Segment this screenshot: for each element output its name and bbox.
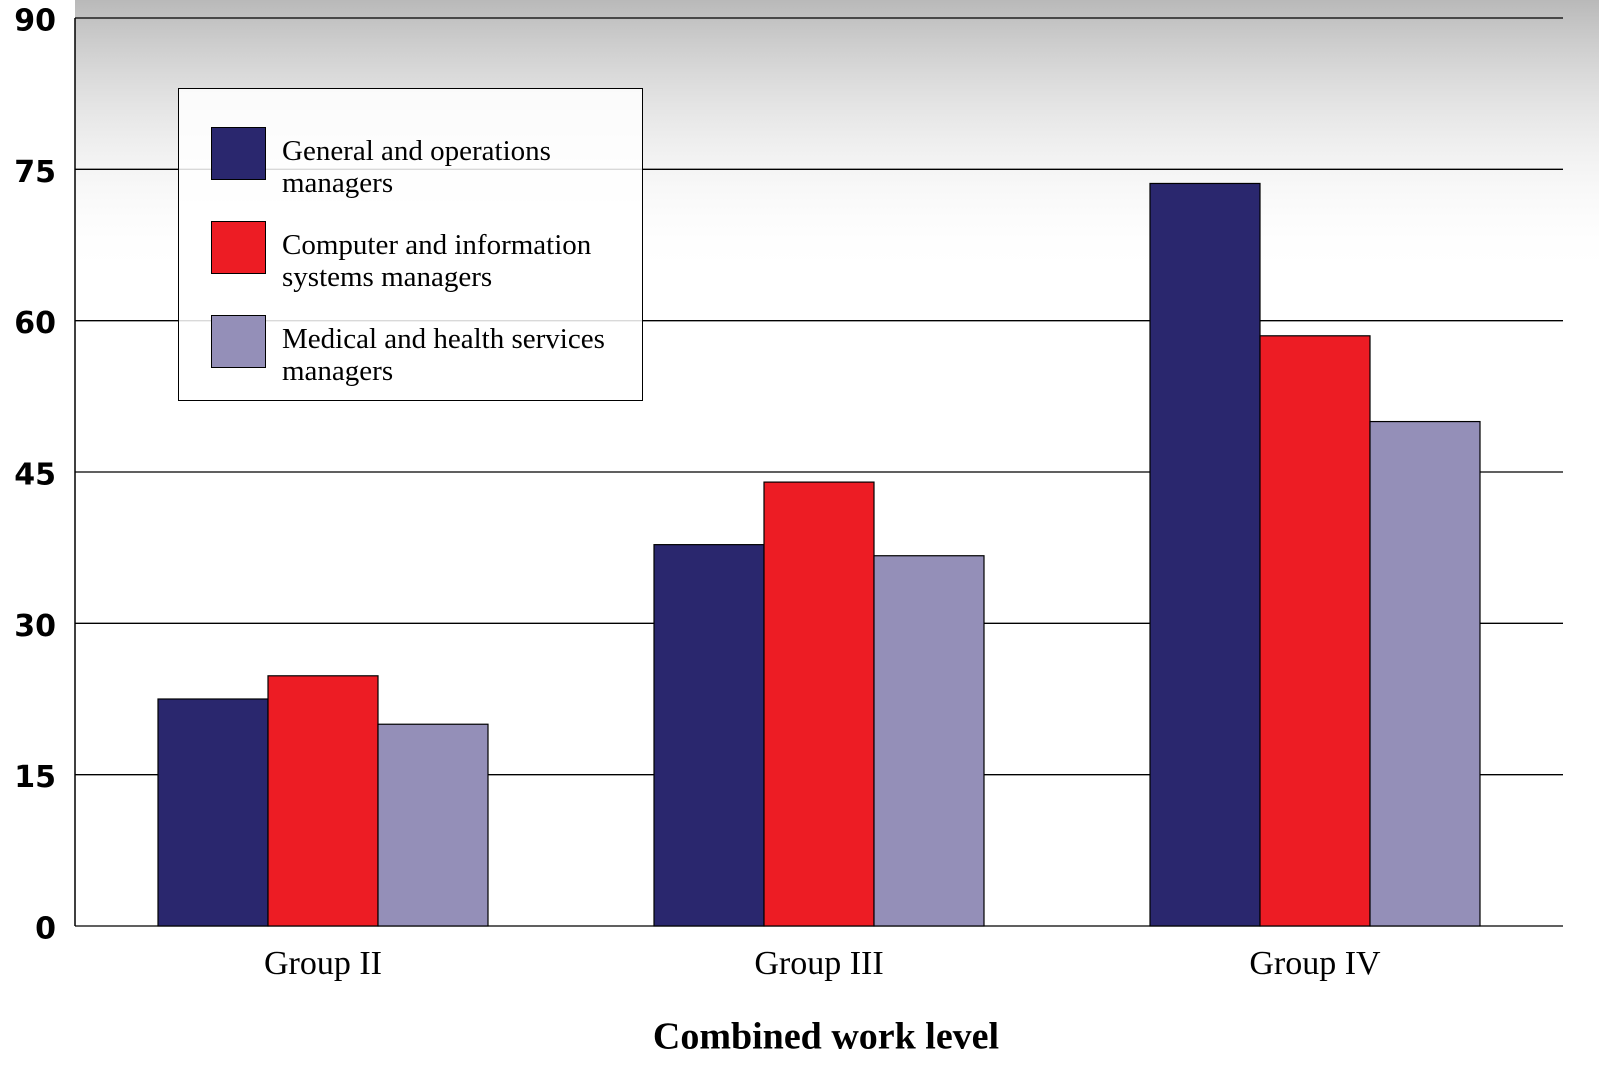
x-axis-title: Combined work level [653,1016,999,1058]
bar [157,698,269,927]
bar [763,481,875,927]
x-tick-label: Group III [754,945,883,982]
x-tick-label: Group II [264,945,382,982]
bar [653,544,765,927]
legend-label: Computer and information systems manager… [282,229,592,293]
bar [377,723,489,927]
legend-label: Medical and health services managers [282,323,605,387]
bar [267,675,379,927]
bar [873,555,985,927]
bar [1259,335,1371,927]
y-tick-label: 15 [14,760,56,795]
bar [1369,420,1481,927]
x-tick-label: Group IV [1249,945,1381,982]
y-tick-label: 60 [14,306,56,341]
bar [1149,182,1261,927]
legend-item: General and operations managers [211,127,622,199]
legend-item: Computer and information systems manager… [211,221,622,293]
y-tick-label: 45 [14,458,56,493]
legend-label: General and operations managers [282,135,551,199]
legend-swatch [211,221,266,274]
legend-swatch [211,315,266,368]
legend-item: Medical and health services managers [211,315,622,387]
y-tick-label: 30 [14,609,56,644]
legend-swatch [211,127,266,180]
y-tick-label: 90 [14,4,56,39]
y-tick-label: 75 [14,155,56,190]
y-tick-label: 0 [35,912,56,947]
legend: General and operations managers Computer … [178,88,643,401]
